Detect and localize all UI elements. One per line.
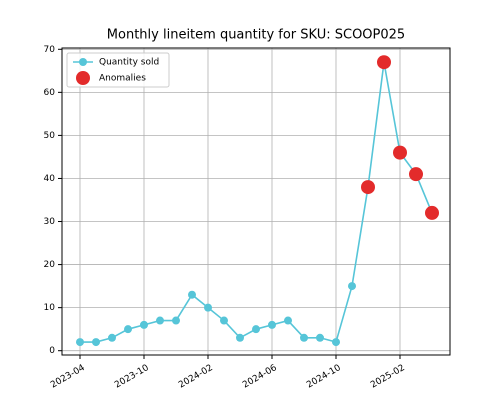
y-tick-label: 70	[44, 45, 56, 55]
data-point	[268, 320, 276, 329]
data-point	[188, 290, 196, 299]
y-tick-label: 0	[49, 346, 55, 356]
legend-label: Anomalies	[99, 74, 146, 84]
data-point	[300, 333, 308, 342]
data-point	[124, 325, 132, 334]
legend-label: Quantity sold	[99, 58, 159, 68]
anomaly-point	[393, 145, 407, 160]
anomaly-point	[425, 205, 439, 220]
data-point	[140, 320, 148, 329]
y-tick-label: 10	[44, 303, 56, 313]
data-point	[316, 333, 324, 342]
y-tick-label: 30	[44, 217, 56, 227]
y-tick-label: 20	[44, 260, 56, 270]
data-point	[284, 316, 292, 325]
data-point	[332, 338, 340, 347]
data-point	[108, 333, 116, 342]
legend-marker	[76, 71, 90, 85]
plot-frame	[61, 47, 451, 356]
y-tick-label: 60	[44, 88, 56, 98]
anomaly-point	[409, 167, 423, 182]
data-point	[156, 316, 164, 325]
y-tick-label: 50	[44, 131, 56, 141]
data-point	[92, 338, 100, 347]
data-point	[348, 282, 356, 291]
data-point	[76, 338, 84, 347]
data-point	[220, 316, 228, 325]
data-point	[236, 333, 244, 342]
data-point	[172, 316, 180, 325]
data-point	[204, 303, 212, 312]
data-point	[252, 325, 260, 334]
y-tick-label: 40	[44, 174, 56, 184]
chart-title: Monthly lineitem quantity for SKU: SCOOP…	[107, 28, 405, 43]
anomaly-point	[361, 180, 375, 195]
anomaly-point	[377, 55, 391, 70]
legend-marker	[79, 58, 87, 66]
